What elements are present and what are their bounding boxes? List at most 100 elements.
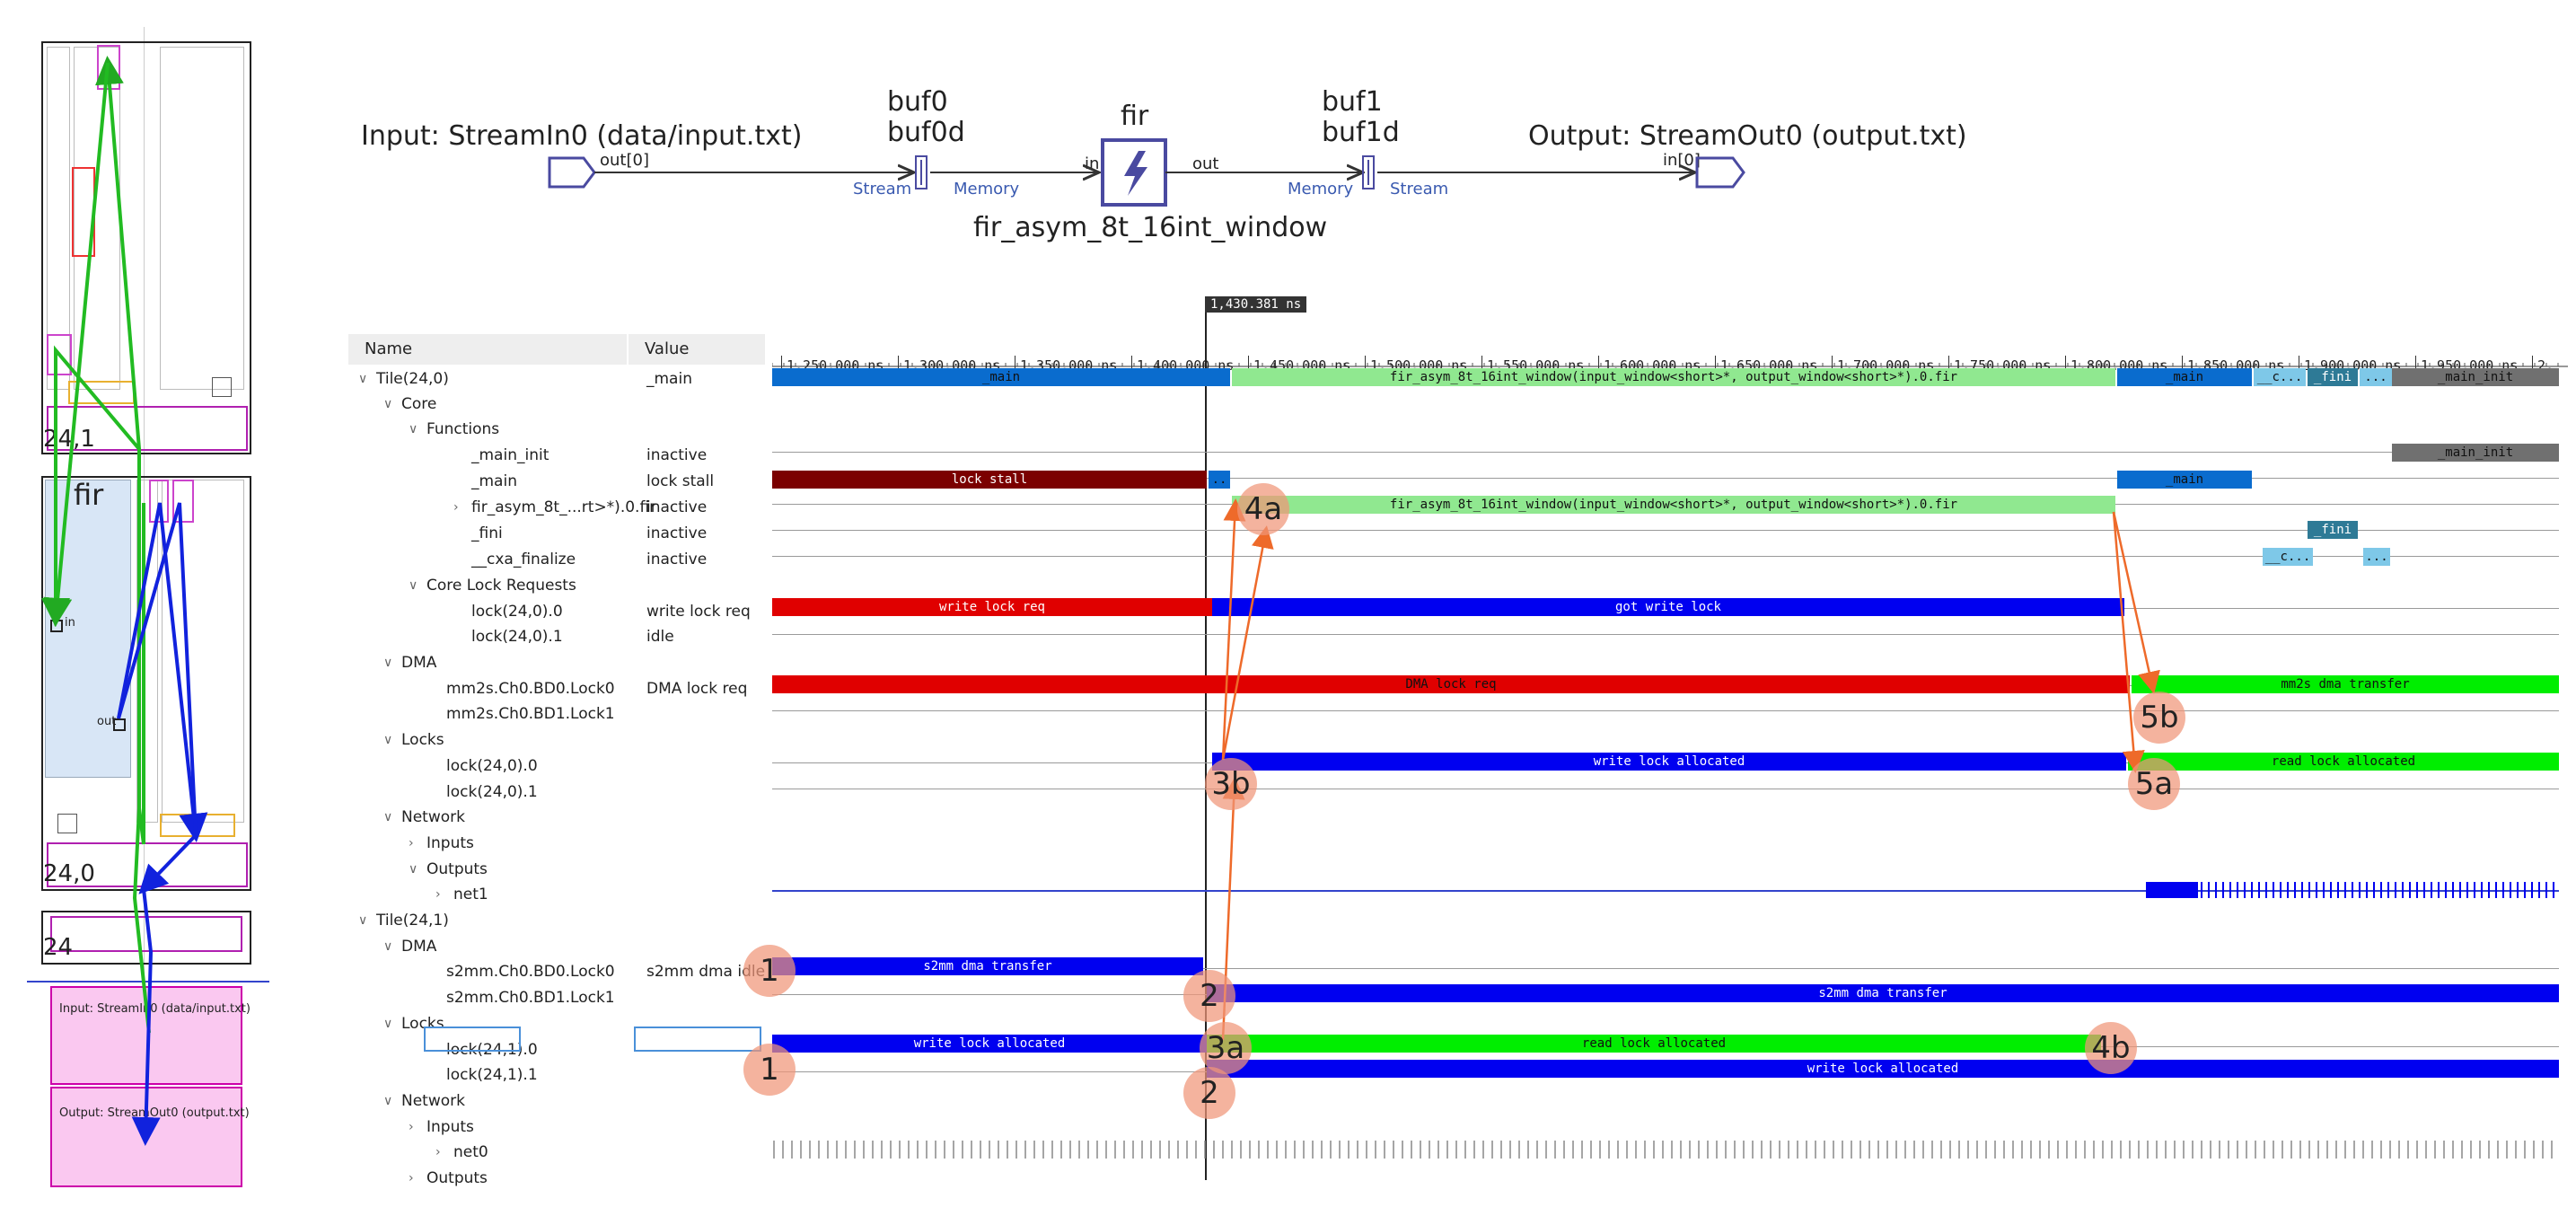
trace-bar[interactable]: _fini [2308,368,2358,386]
tree-row[interactable]: › Inputs [355,1115,772,1140]
trace-bar[interactable]: _main [2117,368,2252,386]
graph-input-node[interactable] [548,156,596,189]
tree-row[interactable]: _fini inactive [355,521,772,546]
chevron-down-icon[interactable]: ∨ [383,1094,393,1108]
tile-24-1[interactable] [41,41,251,454]
trace-bar[interactable]: _main [2117,471,2252,489]
chevron-right-icon[interactable]: › [409,1171,414,1185]
chevron-down-icon[interactable]: ∨ [358,372,368,386]
trace-bar[interactable]: _main [772,368,1230,386]
chevron-down-icon[interactable]: ∨ [383,397,393,411]
tree-row[interactable]: ∨ Outputs [355,857,772,882]
tree-row-value: inactive [646,524,708,542]
chevron-down-icon[interactable]: ∨ [409,862,418,877]
tree-row[interactable]: ∨ Locks [355,727,772,753]
selected-value-box[interactable] [634,1027,761,1052]
tree-row[interactable]: › Inputs [355,831,772,856]
selected-name-box[interactable] [424,1027,521,1052]
graph-kernel-function: fir_asym_8t_16int_window [973,212,1328,243]
trace-bar[interactable]: write lock allocated [1207,1060,2559,1078]
graph-buf1-icon[interactable] [1362,155,1375,189]
trace-bar[interactable]: lock stall [772,471,1207,489]
chevron-right-icon[interactable]: › [453,500,459,515]
trace-bar[interactable]: DMA lock req [772,675,2130,693]
trace-bar[interactable]: write lock allocated [772,1035,1207,1053]
tree-row[interactable]: ∨ Network [355,1088,772,1114]
trace-bar[interactable]: write lock allocated [1212,753,2126,771]
trace-bar[interactable]: .. [1209,471,1230,489]
trace-bar[interactable]: got write lock [1212,598,2124,616]
trace-bar[interactable]: fir_asym_8t_16int_window(input_window<sh… [1232,368,2115,386]
trace-bar[interactable]: _main_init [2392,444,2559,462]
tree-row-label: fir_asym_8t_...rt>*).0.fir [471,498,656,516]
tree-row-value: idle [646,628,674,646]
tree-row[interactable]: lock(24,0).0 write lock req [355,599,772,624]
tree-row[interactable]: ∨ Network [355,805,772,830]
column-header-name[interactable]: Name [348,334,629,365]
chevron-down-icon[interactable]: ∨ [383,939,393,954]
fir-out-port-icon[interactable] [113,718,126,731]
tile-24-0-purple-b[interactable] [172,480,194,523]
tree-row[interactable]: lock(24,0).0 [355,753,772,779]
chevron-right-icon[interactable]: › [409,836,414,850]
tree-row[interactable]: __cxa_finalize inactive [355,547,772,572]
net1-trace[interactable] [772,890,2559,892]
tree-row[interactable]: › Outputs [355,1166,772,1191]
tree-row[interactable]: mm2s.Ch0.BD1.Lock1 [355,701,772,727]
trace-bar[interactable]: ... [2363,548,2390,566]
trace-bar[interactable]: __c... [2254,368,2306,386]
shim-tile-label: 24 [43,934,74,961]
trace-bar[interactable]: _fini [2308,521,2358,539]
tree-row[interactable]: ∨ Core [355,392,772,417]
tree-row[interactable]: ∨ Tile(24,1) [355,908,772,933]
chevron-down-icon[interactable]: ∨ [383,656,393,670]
tree-row[interactable]: lock(24,1).1 [355,1062,772,1088]
graph-kernel-icon[interactable] [1101,138,1167,207]
tree-row[interactable]: › net0 [355,1140,772,1165]
tile-24-0-purple-a[interactable] [149,480,169,523]
tree-row[interactable]: ∨ DMA [355,934,772,959]
event-marker: 3b [1205,758,1257,810]
chevron-down-icon[interactable]: ∨ [358,913,368,928]
trace-bar[interactable]: fir_asym_8t_16int_window(input_window<sh… [1232,496,2115,514]
trace-bar[interactable]: s2mm dma transfer [1207,984,2559,1002]
tree-row[interactable]: s2mm.Ch0.BD0.Lock0 s2mm dma idle [355,959,772,984]
tree-row[interactable]: ∨ DMA [355,650,772,675]
tree-row[interactable]: _main_init inactive [355,443,772,468]
chevron-right-icon[interactable]: › [409,1120,414,1134]
chevron-down-icon[interactable]: ∨ [383,733,393,747]
graph-output-node[interactable] [1695,156,1745,189]
tree-row[interactable]: ∨ Core Lock Requests [355,573,772,598]
tree-row[interactable]: › fir_asym_8t_...rt>*).0.fir inactive [355,495,772,520]
tree-row[interactable]: lock(24,0).1 idle [355,624,772,649]
trace-bar[interactable]: write lock req [772,598,1212,616]
chevron-right-icon[interactable]: › [435,887,441,902]
tree-row[interactable]: ∨ Functions [355,417,772,442]
chevron-down-icon[interactable]: ∨ [383,810,393,824]
trace-bar[interactable]: read lock allocated [2128,753,2559,771]
trace-bar[interactable]: __c... [2263,548,2313,566]
chevron-down-icon[interactable]: ∨ [383,1017,393,1031]
trace-bar[interactable]: mm2s dma transfer [2132,675,2559,693]
tree-row[interactable]: lock(24,0).1 [355,780,772,805]
graph-buf0-icon[interactable] [915,155,928,189]
column-header-value[interactable]: Value [629,334,765,365]
tree-row[interactable]: › net1 [355,882,772,907]
tree-row[interactable]: ∨ Locks [355,1011,772,1036]
tree-row[interactable]: _main lock stall [355,469,772,494]
tile-24-1-purple-b[interactable] [47,334,72,375]
trace-bar[interactable]: ... [2360,368,2392,386]
trace-bar[interactable]: _main_init [2392,368,2559,386]
chevron-right-icon[interactable]: › [435,1145,441,1159]
tree-row[interactable]: s2mm.Ch0.BD1.Lock1 [355,985,772,1010]
fir-kernel-region[interactable] [45,480,131,778]
tree-row[interactable]: ∨ Tile(24,0) _main [355,366,772,392]
tree-row[interactable]: mm2s.Ch0.BD0.Lock0 DMA lock req [355,676,772,701]
ruler-major-tick [2532,356,2533,368]
time-cursor-line[interactable] [1205,307,1207,1180]
chevron-down-icon[interactable]: ∨ [409,578,418,593]
time-ruler[interactable] [772,332,2568,368]
trace-bar[interactable]: s2mm dma transfer [772,957,1203,975]
chevron-down-icon[interactable]: ∨ [409,422,418,436]
trace-bar[interactable]: read lock allocated [1207,1035,2101,1053]
